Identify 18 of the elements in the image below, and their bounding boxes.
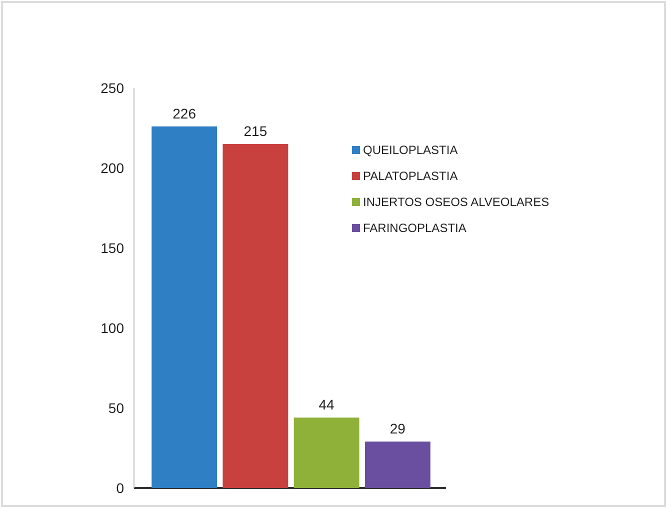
legend-label: QUEILOPLASTIA (363, 143, 458, 158)
legend-label: FARINGOPLASTIA (363, 221, 466, 236)
legend-label: INJERTOS OSEOS ALVEOLARES (363, 195, 550, 210)
bar (294, 418, 360, 488)
bar (152, 126, 218, 488)
data-label: 215 (244, 123, 268, 139)
y-tick-label: 250 (100, 80, 124, 96)
y-tick-label: 0 (116, 480, 124, 496)
data-label: 44 (318, 396, 335, 413)
y-tick-label: 150 (100, 240, 124, 256)
bar (364, 442, 430, 488)
data-label: 29 (390, 420, 406, 437)
y-tick-label: 50 (108, 400, 124, 416)
legend-label: PALATOPLASTIA (363, 169, 458, 184)
bar (222, 144, 288, 488)
y-tick-label: 200 (100, 160, 124, 176)
y-tick-label: 100 (100, 320, 124, 336)
data-label: 226 (172, 105, 196, 122)
